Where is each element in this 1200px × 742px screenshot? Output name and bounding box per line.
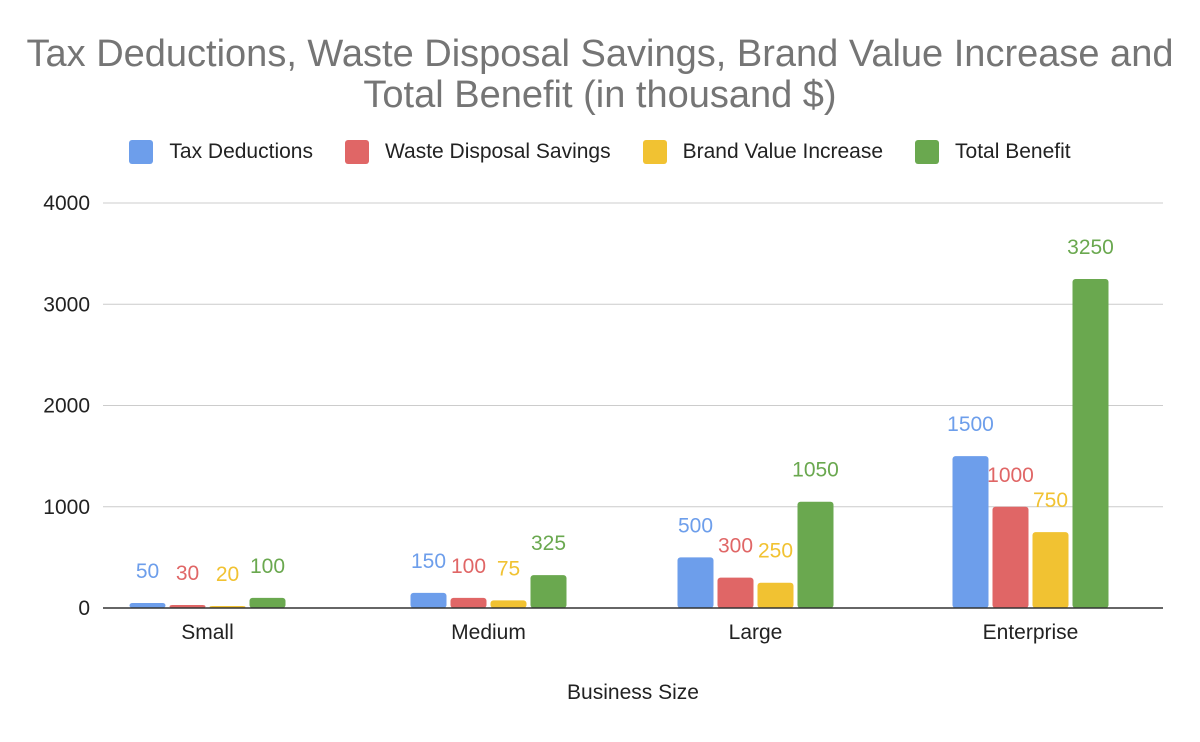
bar	[169, 604, 206, 608]
legend-label: Total Benefit	[955, 140, 1071, 163]
bar	[677, 557, 714, 608]
bar	[757, 582, 794, 608]
data-label: 1050	[792, 459, 839, 482]
data-label: 75	[497, 557, 520, 580]
legend-item: Waste Disposal Savings	[344, 140, 611, 164]
x-axis-title: Business Size	[567, 681, 699, 704]
chart-legend: Tax Deductions Waste Disposal Savings Bran…	[0, 140, 1200, 164]
bar	[797, 501, 834, 608]
data-label: 3250	[1067, 236, 1114, 259]
y-tick-label: 4000	[43, 192, 90, 215]
legend-swatch	[915, 140, 940, 164]
data-label: 500	[678, 514, 713, 537]
x-tick-label: Small	[181, 621, 234, 644]
data-label: 300	[718, 535, 753, 558]
data-label: 100	[451, 555, 486, 578]
data-label: 150	[411, 550, 446, 573]
data-label: 1000	[987, 464, 1034, 487]
legend-swatch	[344, 140, 369, 164]
bar	[530, 575, 567, 608]
bar	[717, 577, 754, 608]
bar	[490, 600, 527, 608]
data-label: 30	[176, 562, 199, 585]
legend-item: Total Benefit	[915, 140, 1071, 164]
y-tick-label: 0	[78, 597, 90, 620]
bar	[410, 592, 447, 608]
x-tick-label: Medium	[451, 621, 526, 644]
legend-item: Brand Value Increase	[642, 140, 884, 164]
bar	[992, 506, 1029, 608]
data-label: 750	[1033, 489, 1068, 512]
y-tick-label: 1000	[43, 496, 90, 519]
legend-label: Tax Deductions	[169, 140, 313, 163]
data-label: 325	[531, 532, 566, 555]
data-label: 100	[250, 555, 285, 578]
legend-swatch	[642, 140, 667, 164]
x-tick-label: Large	[729, 621, 783, 644]
legend-label: Waste Disposal Savings	[384, 140, 611, 163]
bar	[1072, 278, 1109, 608]
bar	[249, 597, 286, 608]
bar	[450, 597, 487, 608]
data-label: 50	[136, 560, 159, 583]
x-tick-label: Enterprise	[983, 621, 1079, 644]
y-tick-label: 3000	[43, 293, 90, 316]
legend-swatch	[129, 140, 154, 164]
data-label: 1500	[947, 413, 994, 436]
data-label: 20	[216, 563, 239, 586]
legend-label: Brand Value Increase	[682, 140, 884, 163]
chart-title: Tax Deductions, Waste Disposal Savings, …	[26, 33, 1174, 116]
legend-item: Tax Deductions	[129, 140, 313, 164]
y-tick-label: 2000	[43, 395, 90, 418]
bar	[1032, 532, 1069, 608]
data-label: 250	[758, 540, 793, 563]
bar	[952, 456, 989, 608]
bar	[129, 602, 166, 608]
